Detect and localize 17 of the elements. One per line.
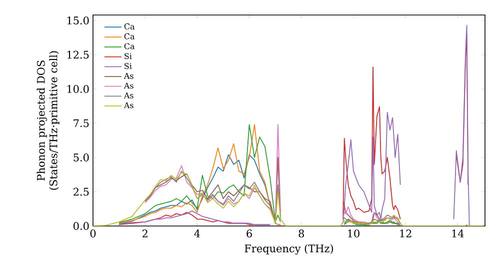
x-tick-label: 8 <box>298 230 304 238</box>
x-tick-label: 14 <box>452 230 464 238</box>
x-tick-label: 12 <box>400 230 412 238</box>
y-tick-label: 7.5 <box>74 119 89 128</box>
y-tick-label: 10.0 <box>67 85 89 93</box>
y-tick-label: 2.5 <box>74 188 89 196</box>
x-tick-label: 0 <box>90 230 96 238</box>
y-tick-label: 15.0 <box>67 16 89 24</box>
y-tick-label: 0.0 <box>74 222 89 230</box>
y-tick-label: 5.0 <box>74 154 89 162</box>
x-tick-label: 4 <box>194 230 200 238</box>
x-tick-label: 10 <box>348 230 360 238</box>
x-tick-label: 2 <box>142 230 148 238</box>
x-axis-title: Frequency (THz) <box>244 244 333 255</box>
y-tick-label: 12.5 <box>67 50 89 59</box>
y-axis-title: Phonon projected DOS (States/THz·primitive cell) <box>36 51 60 190</box>
x-tick-label: 6 <box>246 230 252 238</box>
